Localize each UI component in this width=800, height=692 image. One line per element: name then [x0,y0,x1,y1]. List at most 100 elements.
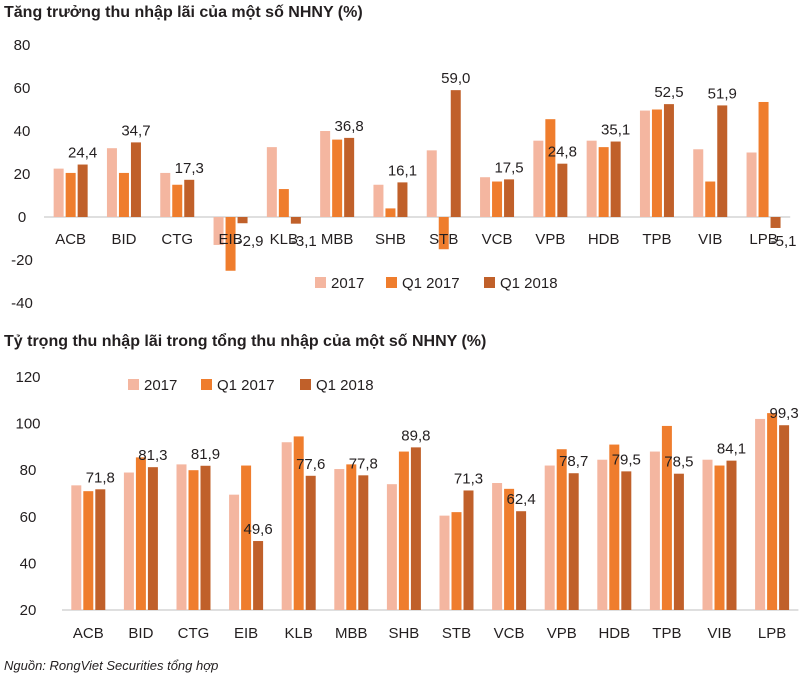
bar-stb-2017 [439,515,450,610]
bar-tpb-2017 [649,451,660,610]
bar-eib-q1-2017 [225,217,236,271]
legend-item: Q1 2017 [217,377,275,394]
category-label: EIB [234,625,258,642]
category-label: BID [111,231,136,248]
bar-mbb-q1-2018 [344,137,355,217]
bar-lpb-2017 [755,418,766,610]
bar-vpb-q1-2017 [545,119,556,217]
y-tick-label: -20 [11,252,33,269]
category-label: EIB [218,231,242,248]
legend-swatch [300,379,311,390]
bar-shb-q1-2017 [385,208,396,217]
data-label: 24,4 [68,145,97,162]
y-tick-label: 20 [20,602,37,619]
bar-bid-2017 [106,148,117,217]
bar-vcb-2017 [492,483,503,610]
category-label: VIB [698,231,722,248]
bar-ctg-q1-2017 [188,470,199,610]
chart1-title: Tăng trưởng thu nhập lãi của một số NHNY… [4,4,363,21]
data-label: -2,9 [238,233,264,250]
bar-eib-q1-2018 [237,217,248,224]
bar-acb-2017 [71,485,82,610]
bar-klb-q1-2017 [278,189,289,217]
bar-acb-q1-2018 [77,164,88,217]
category-label: BID [128,625,153,642]
bar-bid-2017 [123,472,134,610]
category-label: KLB [285,625,313,642]
data-label: 84,1 [717,441,746,458]
bar-klb-2017 [281,442,292,610]
category-label: MBB [335,625,368,642]
category-label: CTG [161,231,193,248]
y-tick-label: 100 [15,416,40,433]
bar-mbb-q1-2017 [346,464,357,610]
bar-klb-q1-2017 [293,436,304,610]
data-label: -3,1 [291,233,317,250]
bar-ctg-2017 [176,464,187,610]
bar-bid-q1-2018 [147,467,158,610]
bar-vcb-q1-2017 [492,181,503,217]
data-label: 52,5 [654,84,683,101]
category-label: STB [442,625,471,642]
bar-lpb-q1-2017 [767,413,778,610]
data-label: 49,6 [243,521,272,538]
data-label: 77,8 [349,455,378,472]
legend-item: 2017 [331,275,364,292]
data-label: 89,8 [401,427,430,444]
legend-item: Q1 2018 [316,377,374,394]
data-label: 71,3 [454,470,483,487]
legend-item: Q1 2018 [500,275,558,292]
chart2-title: Tỷ trọng thu nhập lãi trong tổng thu nhậ… [4,332,486,350]
category-label: ACB [73,625,104,642]
legend-item: Q1 2017 [402,275,460,292]
bar-tpb-q1-2018 [673,473,684,610]
data-label: 17,3 [175,160,204,177]
bar-hdb-2017 [597,459,608,610]
data-label: 16,1 [388,162,417,179]
category-label: CTG [178,625,210,642]
y-tick-label: 80 [20,462,37,479]
data-label: 99,3 [769,405,798,422]
bar-vib-q1-2017 [714,465,725,610]
bar-lpb-q1-2018 [779,425,790,610]
legend-swatch [128,379,139,390]
bar-vib-q1-2018 [717,105,728,217]
category-label: STB [429,231,458,248]
bar-ctg-q1-2017 [172,184,183,217]
bar-lpb-q1-2018 [770,217,781,228]
bar-tpb-2017 [639,110,650,217]
data-label: 71,8 [86,469,115,486]
bar-stb-q1-2018 [463,490,474,610]
category-label: SHB [388,625,419,642]
bar-vcb-q1-2018 [504,179,515,217]
category-label: TPB [652,625,681,642]
data-label: 81,9 [191,446,220,463]
bar-acb-q1-2017 [83,491,94,610]
category-label: LPB [758,625,786,642]
data-label: 36,8 [335,118,364,135]
bar-eib-q1-2018 [253,541,264,610]
data-label: 81,3 [138,447,167,464]
bar-acb-q1-2018 [95,489,106,610]
bar-stb-q1-2017 [451,512,462,610]
data-label: 35,1 [601,122,630,139]
bar-bid-q1-2018 [130,142,141,217]
bar-klb-q1-2018 [305,475,316,610]
data-label: 78,5 [664,454,693,471]
category-label: SHB [375,231,406,248]
data-label: 77,6 [296,456,325,473]
legend-item: 2017 [144,377,177,394]
y-tick-label: 20 [14,166,31,183]
bar-eib-q1-2017 [241,465,252,610]
bar-stb-q1-2017 [438,217,449,250]
bar-hdb-q1-2018 [610,141,621,217]
bar-ctg-q1-2018 [184,179,195,217]
bar-hdb-q1-2018 [621,471,632,610]
category-label: KLB [270,231,298,248]
y-tick-label: 40 [20,555,37,572]
bar-stb-2017 [426,150,437,217]
bar-mbb-2017 [320,131,331,217]
category-label: HDB [598,625,630,642]
category-label: HDB [588,231,620,248]
bar-acb-q1-2017 [65,172,76,217]
